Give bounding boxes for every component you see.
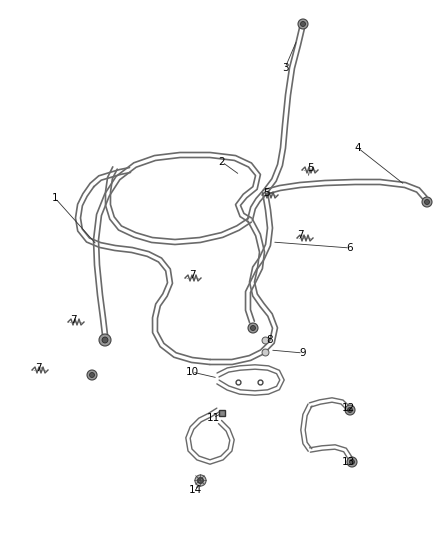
Text: 13: 13 [341, 457, 355, 467]
Circle shape [422, 197, 432, 207]
Text: 11: 11 [206, 413, 219, 423]
Circle shape [350, 459, 354, 464]
Text: 7: 7 [35, 363, 41, 373]
Circle shape [251, 326, 255, 330]
Text: 2: 2 [219, 157, 225, 167]
Text: 5: 5 [264, 188, 270, 198]
Circle shape [102, 337, 108, 343]
Text: 8: 8 [267, 335, 273, 345]
Text: 7: 7 [297, 230, 303, 240]
Circle shape [347, 457, 357, 467]
Circle shape [424, 199, 430, 205]
Circle shape [298, 19, 308, 29]
Text: 9: 9 [300, 348, 306, 358]
Text: 14: 14 [188, 485, 201, 495]
Text: 7: 7 [189, 270, 195, 280]
Text: 5: 5 [307, 163, 313, 173]
Text: 10: 10 [185, 367, 198, 377]
Circle shape [347, 408, 353, 413]
Text: 1: 1 [52, 193, 58, 203]
Text: 7: 7 [70, 315, 76, 325]
Circle shape [248, 323, 258, 333]
Circle shape [99, 334, 111, 346]
Circle shape [87, 370, 97, 380]
Text: 3: 3 [282, 63, 288, 73]
Text: 6: 6 [347, 243, 353, 253]
Text: 12: 12 [341, 403, 355, 413]
Circle shape [300, 21, 305, 27]
Circle shape [89, 373, 95, 377]
Text: 4: 4 [355, 143, 361, 153]
Circle shape [345, 405, 355, 415]
